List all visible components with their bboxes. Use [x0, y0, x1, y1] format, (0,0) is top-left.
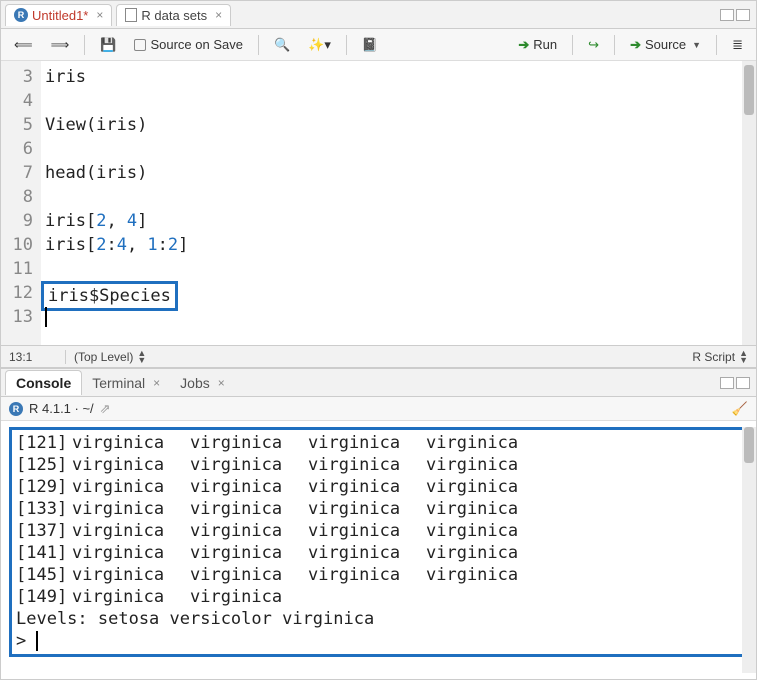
checkbox-icon: [134, 39, 146, 51]
run-button[interactable]: ➔ Run: [511, 33, 564, 57]
tab-console[interactable]: Console: [5, 370, 82, 395]
pane-controls: [720, 377, 756, 389]
minimize-pane-icon[interactable]: [720, 377, 734, 389]
tab-label: Untitled1*: [32, 8, 88, 23]
editor-toolbar: ⟸ ⟹ 💾 Source on Save 🔍 ✨▾ 📓 ➔ Run ↪ ➔ So…: [1, 29, 756, 61]
outline-button[interactable]: ≣: [725, 33, 750, 57]
editor-pane: R Untitled1* × R data sets × ⟸ ⟹ 💾 Sourc…: [1, 1, 756, 369]
run-label: Run: [533, 37, 557, 52]
code-area[interactable]: irisView(iris)head(iris)iris[2, 4]iris[2…: [41, 61, 756, 345]
scope-selector[interactable]: (Top Level) ▲▼: [74, 350, 146, 364]
maximize-pane-icon[interactable]: [736, 9, 750, 21]
updown-icon: ▲▼: [137, 350, 146, 364]
session-label: R 4.1.1 · ~/: [29, 401, 94, 416]
tab-label: R data sets: [141, 8, 207, 23]
pane-controls: [720, 9, 756, 21]
run-icon: ➔: [518, 37, 529, 53]
close-icon[interactable]: ×: [215, 8, 222, 22]
forward-button[interactable]: ⟹: [44, 33, 77, 57]
chevron-down-icon: ▼: [692, 40, 701, 50]
clear-console-icon[interactable]: 🧹: [732, 401, 748, 417]
notebook-button[interactable]: 📓: [355, 33, 385, 57]
console-pane: Console Terminal× Jobs× R R 4.1.1 · ~/ ⇗…: [1, 369, 756, 679]
console-scrollbar[interactable]: [742, 427, 756, 673]
save-button[interactable]: 💾: [93, 33, 123, 57]
tab-terminal[interactable]: Terminal×: [82, 371, 170, 395]
language-label: R Script: [692, 350, 735, 364]
find-button[interactable]: 🔍: [267, 33, 297, 57]
doc-icon: [125, 8, 137, 22]
file-tabbar: R Untitled1* × R data sets ×: [1, 1, 756, 29]
updown-icon: ▲▼: [739, 350, 748, 364]
console-tabbar: Console Terminal× Jobs×: [1, 369, 756, 397]
source-button[interactable]: ➔ Source ▼: [623, 33, 708, 57]
session-bar: R R 4.1.1 · ~/ ⇗ 🧹: [1, 397, 756, 421]
source-on-save-toggle[interactable]: Source on Save: [127, 33, 250, 56]
close-icon[interactable]: ×: [153, 376, 160, 390]
cursor-position: 13:1: [9, 350, 65, 364]
editor-scrollbar[interactable]: [742, 61, 756, 345]
tab-jobs[interactable]: Jobs×: [170, 371, 235, 395]
source-icon: ➔: [630, 37, 641, 53]
close-icon[interactable]: ×: [96, 8, 103, 22]
file-tab-datasets[interactable]: R data sets ×: [116, 4, 231, 26]
r-file-icon: R: [14, 8, 28, 22]
file-tab-untitled[interactable]: R Untitled1* ×: [5, 4, 112, 26]
rerun-button[interactable]: ↪: [581, 33, 606, 57]
editor-statusbar: 13:1 (Top Level) ▲▼ R Script ▲▼: [1, 345, 756, 367]
language-selector[interactable]: R Script ▲▼: [692, 350, 748, 364]
back-button[interactable]: ⟸: [7, 33, 40, 57]
console-highlight-box: [121]virginicavirginicavirginicavirginic…: [9, 427, 748, 657]
line-gutter: 345678910111213: [1, 61, 41, 345]
close-icon[interactable]: ×: [218, 376, 225, 390]
source-label: Source: [645, 37, 686, 52]
minimize-pane-icon[interactable]: [720, 9, 734, 21]
source-on-save-label: Source on Save: [150, 37, 243, 52]
console-output[interactable]: [121]virginicavirginicavirginicavirginic…: [1, 421, 756, 679]
wand-button[interactable]: ✨▾: [301, 33, 338, 57]
share-icon[interactable]: ⇗: [100, 401, 111, 417]
scope-label: (Top Level): [74, 350, 133, 364]
r-logo-icon: R: [9, 402, 23, 416]
maximize-pane-icon[interactable]: [736, 377, 750, 389]
code-editor[interactable]: 345678910111213 irisView(iris)head(iris)…: [1, 61, 756, 345]
